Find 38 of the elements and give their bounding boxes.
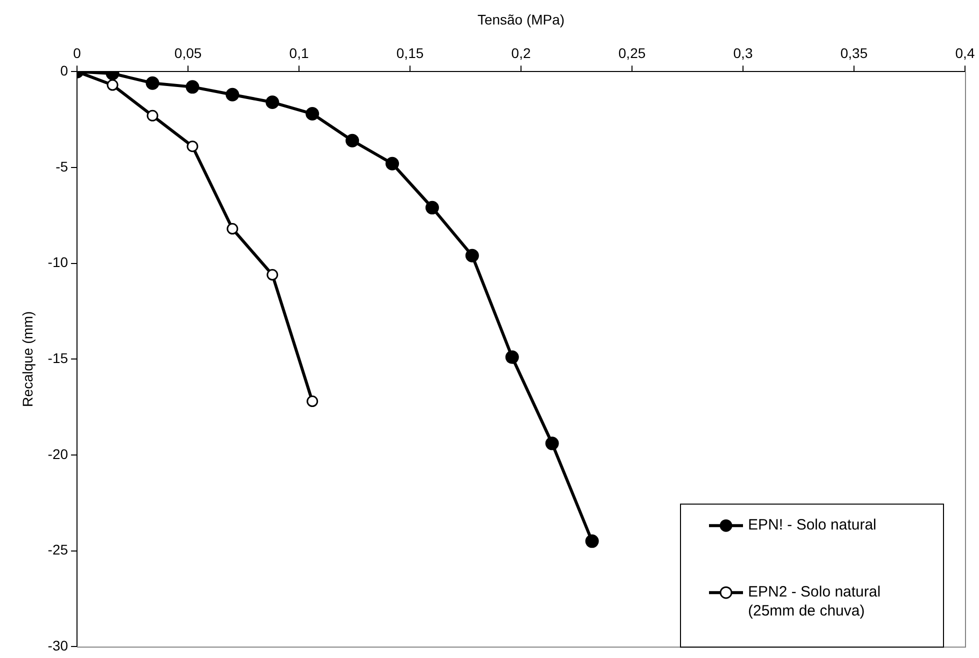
point [226, 223, 238, 235]
point [505, 350, 519, 364]
y-tick-label: -5 [56, 158, 68, 174]
y-axis-title: Recalque (mm) [19, 311, 36, 407]
y-tick-label: -15 [48, 350, 68, 366]
x-tick-label: 0,4 [955, 45, 975, 62]
point [545, 436, 559, 450]
y-tick-label: 0 [60, 62, 68, 78]
point [585, 534, 599, 548]
point [306, 396, 318, 408]
x-tick-label: 0,05 [174, 45, 202, 62]
x-tick-label: 0,15 [396, 45, 424, 62]
y-tick-label: -20 [48, 446, 68, 462]
point [146, 76, 160, 90]
legend-label: EPN2 - Solo natural (25mm de chuva) [748, 584, 881, 620]
point [386, 156, 400, 170]
x-axis-title: Tensão (MPa) [477, 11, 565, 28]
y-tick-label: -30 [48, 637, 68, 654]
point [425, 200, 439, 214]
y-tick-label: -10 [48, 254, 68, 270]
x-tick-label: 0,1 [289, 45, 309, 62]
x-tick-label: 0,2 [511, 45, 531, 62]
legend-label: EPN! - Solo natural [748, 516, 876, 534]
point [226, 88, 240, 102]
point [465, 248, 479, 262]
point [186, 80, 200, 94]
point [346, 134, 360, 148]
point [266, 269, 278, 281]
point [266, 96, 280, 110]
x-tick-label: 0,25 [618, 45, 646, 62]
point [106, 79, 118, 91]
y-tick-label: -25 [48, 542, 68, 558]
x-tick-label: 0 [73, 45, 82, 62]
x-tick-label: 0,35 [840, 45, 868, 62]
point [146, 110, 158, 122]
point [186, 140, 198, 152]
point [306, 107, 320, 121]
x-tick-label: 0,3 [733, 45, 753, 62]
